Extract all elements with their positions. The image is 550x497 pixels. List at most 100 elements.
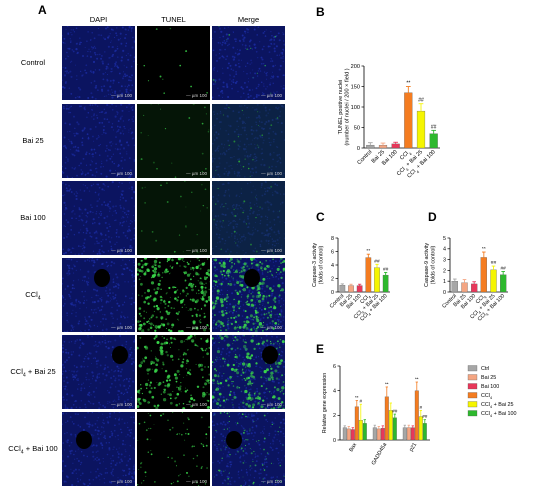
micrograph-dapi: — µm 100	[62, 26, 135, 100]
legend-label: Ctrl	[481, 366, 489, 372]
scale-bar-label: — µm 100	[186, 93, 207, 98]
bar	[346, 428, 351, 441]
x-tick-label: Bax	[348, 442, 358, 453]
chart-d: 0 1 2 3 4 5 Caspase-9 activity (folds of contro…	[424, 222, 546, 332]
bar	[358, 420, 363, 441]
bar	[480, 257, 487, 293]
y-axis-label-2: (folds of control)	[430, 245, 436, 284]
scale-bar-label: — µm 100	[111, 479, 132, 484]
y-tick-label: 6	[333, 364, 336, 370]
micrograph-tunel: — µm 100	[137, 104, 210, 178]
x-tick-label: GADD45a	[371, 442, 388, 466]
legend-swatch	[467, 374, 478, 381]
chart-b: 0 50 100 150 200 TUNEL positive nuclei (number…	[318, 20, 533, 200]
row-label: Bai 100	[20, 213, 46, 222]
bar	[429, 133, 438, 149]
micrograph-tunel: — µm 100	[137, 335, 210, 409]
legend-label: Bai 25	[481, 375, 496, 381]
x-tick-label: p21	[409, 442, 419, 453]
bar	[356, 285, 363, 293]
row-label: CCl4 + Bai 25	[10, 367, 56, 379]
bar	[392, 417, 397, 441]
scale-bar-label: — µm 100	[111, 325, 132, 330]
panel-letter-a: A	[38, 3, 47, 17]
significance-label: ##	[383, 266, 389, 272]
significance-label: **	[482, 246, 486, 252]
y-axis-label: Relative gene expression	[322, 373, 328, 434]
significance-label: **	[366, 248, 370, 254]
y-tick-label: 50	[354, 125, 360, 131]
column-header-tunel: TUNEL	[161, 15, 186, 24]
chart-c-svg: 0 2 4 6 8 Caspase-3 activity (folds of control…	[312, 236, 390, 323]
bar	[461, 282, 468, 293]
significance-label: **	[406, 81, 410, 87]
panel-letter-e: E	[316, 342, 325, 356]
y-tick-label: 4	[333, 389, 336, 395]
significance-label: ##	[491, 260, 497, 266]
legend-swatch	[467, 401, 478, 408]
bar	[374, 267, 380, 293]
bar	[366, 144, 375, 149]
bar	[391, 143, 400, 149]
y-tick-label: 4	[443, 247, 446, 253]
column-header-merge: Merge	[237, 15, 260, 24]
scale-bar-label: — µm 100	[261, 248, 282, 253]
x-tick-label: CCl4	[475, 293, 488, 306]
bar	[380, 428, 385, 441]
micrograph-merge: — µm 100	[212, 258, 285, 332]
bar	[354, 406, 359, 441]
micrograph-merge: — µm 100	[212, 181, 285, 255]
bar	[402, 427, 407, 441]
row-label: Bai 25	[22, 136, 44, 145]
scale-bar-label: — µm 100	[111, 248, 132, 253]
significance-label: **	[355, 395, 359, 400]
micrograph-tunel: — µm 100	[137, 181, 210, 255]
y-tick-label: 6	[331, 249, 334, 255]
bar	[376, 428, 381, 441]
bar	[490, 269, 497, 293]
y-tick-label: 0	[333, 438, 336, 444]
bar	[382, 274, 389, 293]
bar	[350, 429, 355, 441]
micrograph-tunel: — µm 100	[137, 26, 210, 100]
bar	[416, 110, 426, 149]
scale-bar-label: — µm 100	[186, 248, 207, 253]
chart-d-svg: 0 1 2 3 4 5 Caspase-9 activity (folds of contro…	[424, 236, 508, 323]
row-label: Control	[20, 58, 46, 67]
scale-bar-label: — µm 100	[111, 93, 132, 98]
legend-label: Bai 100	[481, 384, 499, 390]
micrograph-merge: — µm 100	[212, 412, 285, 486]
y-tick-label: 4	[331, 263, 334, 269]
y-tick-label: 2	[443, 268, 446, 274]
y-axis-label: Caspase-3 activity	[312, 243, 318, 287]
legend-swatch	[467, 383, 478, 390]
legend-label: CCl4 + Bai 25	[481, 402, 514, 409]
significance-label: ##	[374, 258, 380, 264]
scale-bar-label: — µm 100	[186, 402, 207, 407]
panel-letter-d: D	[428, 210, 437, 224]
bar	[348, 285, 354, 293]
y-tick-label: 2	[331, 276, 334, 282]
bar	[500, 274, 507, 293]
scale-bar-label: — µm 100	[261, 93, 282, 98]
micrograph-dapi: — µm 100	[62, 104, 135, 178]
micrograph-dapi: — µm 100	[62, 181, 135, 255]
scale-bar-label: — µm 100	[261, 325, 282, 330]
micrograph-dapi: — µm 100	[62, 335, 135, 409]
panel-letter-b: B	[316, 5, 325, 19]
scale-bar-label: — µm 100	[261, 479, 282, 484]
y-tick-label: 2	[333, 413, 336, 419]
significance-label: **	[415, 377, 419, 382]
legend-swatch	[467, 365, 478, 372]
scale-bar-label: — µm 100	[186, 479, 207, 484]
legend-swatch	[467, 392, 478, 399]
y-tick-label: 150	[351, 84, 360, 90]
column-header-dapi: DAPI	[89, 15, 108, 24]
row-label: CCl4 + Bai 100	[8, 444, 58, 456]
scale-bar-label: — µm 100	[186, 325, 207, 330]
micrograph-tunel: — µm 100	[137, 412, 210, 486]
bar	[418, 416, 423, 441]
scale-bar-label: — µm 100	[111, 402, 132, 407]
micrograph-merge: — µm 100	[212, 335, 285, 409]
